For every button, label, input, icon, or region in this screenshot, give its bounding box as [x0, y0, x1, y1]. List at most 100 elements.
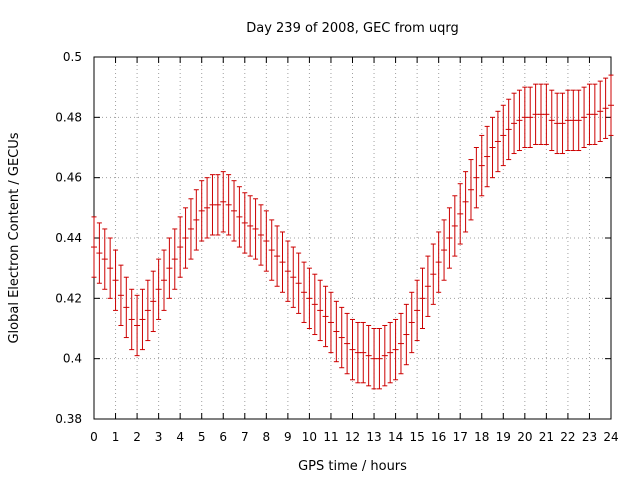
data-point	[597, 80, 604, 142]
y-tick-label: 0.42	[55, 291, 82, 305]
data-point	[241, 192, 248, 254]
data-point	[371, 328, 378, 390]
data-point	[344, 312, 351, 375]
chart-title: Day 239 of 2008, GEC from uqrg	[246, 21, 459, 36]
x-tick-label: 24	[603, 430, 618, 444]
x-tick-label: 5	[198, 430, 206, 444]
data-point	[435, 231, 442, 293]
data-point	[284, 240, 291, 302]
data-point	[139, 288, 146, 351]
data-point	[451, 195, 458, 257]
data-point	[187, 198, 194, 260]
series-layer	[91, 74, 614, 390]
x-tick-label: 11	[323, 430, 338, 444]
data-point	[101, 228, 108, 290]
y-tick-label: 0.44	[55, 231, 82, 245]
data-point	[134, 294, 141, 357]
x-tick-label: 12	[345, 430, 360, 444]
x-tick-label: 13	[366, 430, 381, 444]
data-point	[467, 159, 474, 221]
y-tick-label: 0.5	[63, 50, 82, 64]
x-tick-label: 8	[263, 430, 271, 444]
data-point	[123, 276, 130, 339]
data-point	[392, 318, 399, 381]
x-tick-label: 2	[133, 430, 141, 444]
data-point	[462, 171, 469, 233]
data-point	[198, 180, 205, 242]
x-tick-label: 6	[219, 430, 227, 444]
data-point	[457, 183, 464, 245]
data-point	[586, 83, 593, 145]
y-tick-label: 0.38	[55, 412, 82, 426]
data-point	[322, 285, 329, 348]
data-point	[252, 198, 259, 260]
data-point	[511, 92, 518, 155]
data-point	[220, 171, 227, 233]
ticks-layer	[93, 56, 612, 420]
data-point	[166, 237, 173, 299]
data-point	[581, 86, 588, 148]
data-point	[327, 291, 334, 354]
x-tick-label: 1	[112, 430, 120, 444]
data-point	[128, 288, 135, 351]
data-point	[354, 321, 361, 384]
data-point	[424, 255, 431, 317]
data-point	[505, 98, 512, 161]
data-point	[414, 279, 421, 342]
data-point	[257, 204, 264, 266]
data-point	[548, 89, 555, 152]
data-point	[554, 92, 561, 155]
x-tick-label: 16	[431, 430, 446, 444]
data-point	[532, 83, 539, 145]
data-point	[376, 328, 383, 390]
data-point	[96, 222, 103, 284]
data-point	[236, 186, 243, 248]
data-point	[419, 267, 426, 329]
data-point	[112, 249, 119, 311]
data-point	[516, 89, 523, 152]
data-point	[91, 216, 97, 278]
x-tick-label: 15	[409, 430, 424, 444]
data-point	[500, 104, 507, 167]
data-point	[381, 324, 388, 387]
y-tick-label: 0.4	[63, 352, 82, 366]
data-point	[473, 147, 480, 209]
data-point	[117, 264, 124, 326]
data-point	[290, 246, 297, 308]
data-point	[338, 306, 345, 369]
data-point	[155, 258, 162, 320]
data-point	[204, 177, 211, 239]
y-tick-label: 0.48	[55, 110, 82, 124]
data-point	[527, 86, 534, 148]
data-point	[144, 279, 151, 342]
data-point	[489, 116, 496, 179]
data-point	[177, 216, 184, 278]
data-point	[171, 228, 178, 290]
data-point	[247, 195, 254, 257]
data-point	[446, 207, 453, 269]
x-tick-label: 7	[241, 430, 249, 444]
data-point	[494, 110, 501, 173]
data-point	[387, 321, 394, 384]
data-point	[193, 189, 200, 251]
data-point	[397, 312, 404, 375]
data-point	[349, 318, 356, 381]
x-tick-label: 9	[284, 430, 292, 444]
data-point	[231, 180, 238, 242]
x-tick-label: 3	[155, 430, 163, 444]
data-point	[521, 86, 528, 148]
data-point	[564, 89, 571, 152]
data-point	[317, 279, 324, 342]
data-point	[268, 219, 275, 281]
data-point	[295, 252, 302, 314]
data-point	[209, 174, 216, 236]
data-point	[591, 83, 598, 145]
data-point	[484, 125, 491, 188]
data-point	[441, 219, 448, 281]
data-point	[403, 303, 410, 366]
x-tick-label: 17	[453, 430, 468, 444]
data-point	[365, 324, 372, 387]
x-tick-label: 4	[176, 430, 184, 444]
data-point	[150, 270, 157, 333]
